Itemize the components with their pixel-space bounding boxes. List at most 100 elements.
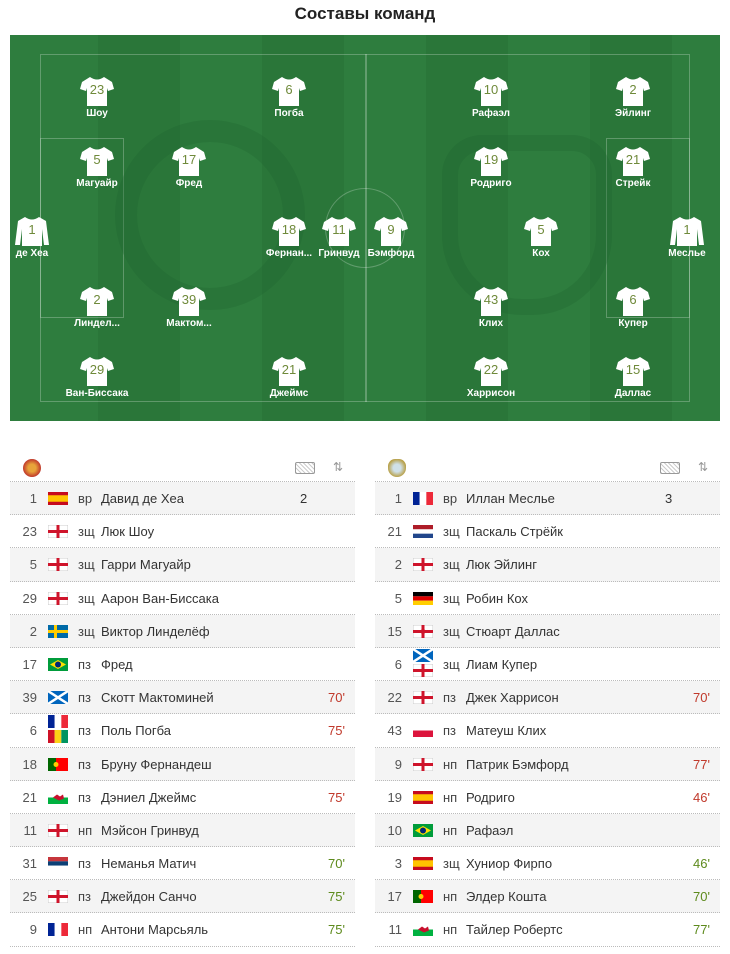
table-row[interactable]: 31 пз Неманья Матич 70' [10, 847, 355, 881]
table-row[interactable]: 2 зщ Виктор Линделёф [10, 614, 355, 648]
table-row[interactable]: 2 зщ Люк Эйлинг [375, 548, 720, 582]
player-name[interactable]: Хуниор Фирпо [466, 856, 553, 872]
table-row[interactable]: 21 зщ Паскаль Стрёйк [375, 515, 720, 549]
player-name[interactable]: Люк Шоу [101, 524, 155, 540]
pitch-player[interactable]: 5 Кох [506, 215, 576, 260]
table-row[interactable]: 3 зщ Хуниор Фирпо 46' [375, 847, 720, 881]
jersey-icon: 43 [473, 285, 509, 317]
player-name[interactable]: Мэйсон Гринвуд [101, 822, 199, 838]
sort-arrows-icon[interactable]: ⇅ [697, 460, 708, 474]
pitch-player[interactable]: 21 Стрейк [598, 145, 668, 190]
table-row[interactable]: 18 пз Бруну Фернандеш [10, 747, 355, 781]
jersey-icon: 9 [373, 215, 409, 247]
player-name[interactable]: Тайлер Робертс [466, 922, 563, 938]
table-row[interactable]: 11 нп Мэйсон Гринвуд [10, 813, 355, 848]
table-row[interactable]: 29 зщ Аарон Ван-Биссака [10, 582, 355, 615]
pitch-player[interactable]: 11 Гринвуд [304, 215, 374, 260]
pitch-player[interactable]: 22 Харрисон [456, 355, 526, 400]
country-flag-icon [413, 558, 433, 572]
pitch-player[interactable]: 23 Шоу [62, 75, 132, 120]
pitch-player[interactable]: 19 Родриго [456, 145, 526, 190]
pitch-player[interactable]: 9 Бэмфорд [356, 215, 426, 260]
player-name[interactable]: Неманья Матич [101, 856, 197, 872]
player-name[interactable]: Поль Погба [101, 723, 171, 739]
position: пз [443, 723, 456, 739]
table-row[interactable]: 5 зщ Гарри Магуайр [10, 548, 355, 582]
pitch-player[interactable]: 6 Купер [598, 285, 668, 330]
player-name[interactable]: Иллан Меслье [466, 491, 555, 506]
player-name: Клих [478, 318, 504, 329]
player-name[interactable]: Люк Эйлинг [466, 557, 537, 573]
pitch-player[interactable]: 39 Мактом... [154, 285, 224, 330]
table-row[interactable]: 15 зщ Стюарт Даллас [375, 614, 720, 648]
table-row[interactable]: 1 вр Давид де Хеа 2 [10, 482, 355, 516]
player-name[interactable]: Давид де Хеа [101, 491, 184, 506]
shirt-number: 9 [29, 922, 37, 938]
player-name[interactable]: Родриго [466, 789, 515, 805]
goal-net-icon[interactable] [295, 462, 315, 474]
shirt-number: 1 [29, 491, 37, 506]
pitch-player[interactable]: 10 Рафаэл [456, 75, 526, 120]
player-name[interactable]: Скотт Мактоминей [101, 690, 214, 706]
player-name[interactable]: Дэниел Джеймс [101, 789, 197, 805]
shirt-number: 5 [29, 557, 37, 573]
table-row[interactable]: 11 нп Тайлер Робертс 77' [375, 913, 720, 947]
player-name: Купер [618, 318, 648, 329]
goal-net-icon[interactable] [660, 462, 680, 474]
table-row[interactable]: 21 пз Дэниел Джеймс 75' [10, 781, 355, 814]
player-name[interactable]: Гарри Магуайр [101, 557, 191, 573]
shirt-number: 15 [387, 623, 402, 639]
player-name[interactable]: Антони Марсьяль [101, 922, 209, 938]
table-row[interactable]: 23 зщ Люк Шоу [10, 515, 355, 549]
player-name[interactable]: Виктор Линделёф [101, 623, 210, 639]
player-name[interactable]: Лиам Купер [466, 656, 538, 672]
pitch-player[interactable]: 6 Погба [254, 75, 324, 120]
player-name[interactable]: Аарон Ван-Биссака [101, 590, 219, 606]
pitch-player[interactable]: 5 Магуайр [62, 145, 132, 190]
player-name[interactable]: Джек Харрисон [466, 690, 559, 706]
pitch-player[interactable]: 1 Меслье [652, 215, 720, 260]
pitch-player[interactable]: 21 Джеймс [254, 355, 324, 400]
table-row[interactable]: 6 пз Поль Погба 75' [10, 714, 355, 748]
table-row[interactable]: 17 нп Элдер Кошта 70' [375, 880, 720, 914]
player-name: Стрейк [615, 178, 651, 189]
position: пз [78, 690, 91, 706]
player-name[interactable]: Бруну Фернандеш [101, 756, 212, 772]
pitch-player[interactable]: 18 Фернан... [254, 215, 324, 260]
player-name[interactable]: Патрик Бэмфорд [466, 756, 569, 772]
table-row[interactable]: 17 пз Фред [10, 648, 355, 682]
page-title: Составы команд [294, 4, 436, 23]
pitch-player[interactable]: 43 Клих [456, 285, 526, 330]
player-name[interactable]: Стюарт Даллас [466, 623, 560, 639]
pitch-player[interactable]: 2 Эйлинг [598, 75, 668, 120]
table-row[interactable]: 10 нп Рафаэл [375, 813, 720, 848]
table-row[interactable]: 19 нп Родриго 46' [375, 781, 720, 814]
pitch-player[interactable]: 1 де Хеа [10, 215, 67, 260]
table-row[interactable]: 5 зщ Робин Кох [375, 582, 720, 615]
player-name[interactable]: Фред [101, 656, 133, 672]
table-row[interactable]: 39 пз Скотт Мактоминей 70' [10, 681, 355, 715]
pitch-player[interactable]: 17 Фред [154, 145, 224, 190]
table-row[interactable]: 25 пз Джейдон Санчо 75' [10, 880, 355, 914]
player-name[interactable]: Матеуш Клих [466, 723, 547, 739]
player-name[interactable]: Джейдон Санчо [101, 889, 197, 905]
player-name[interactable]: Элдер Кошта [466, 889, 547, 905]
pitch-player[interactable]: 15 Даллас [598, 355, 668, 400]
table-row[interactable]: 22 пз Джек Харрисон 70' [375, 681, 720, 715]
table-row[interactable]: 9 нп Антони Марсьяль 75' [10, 913, 355, 947]
table-row[interactable]: 43 пз Матеуш Клих [375, 714, 720, 748]
player-name[interactable]: Робин Кох [466, 590, 528, 606]
pitch-player[interactable]: 2 Линдел... [62, 285, 132, 330]
table-row[interactable]: 1 вр Иллан Меслье 3 [375, 482, 720, 516]
country-flag-icon [48, 691, 68, 705]
shirt-number: 2 [629, 82, 637, 97]
table-row[interactable]: 6 зщ Лиам Купер [375, 648, 720, 682]
jersey-icon: 2 [615, 75, 651, 107]
player-name[interactable]: Паскаль Стрёйк [466, 524, 563, 540]
player-name: Эйлинг [615, 108, 651, 119]
player-name[interactable]: Рафаэл [466, 822, 514, 838]
sort-arrows-icon[interactable]: ⇅ [332, 460, 343, 474]
pitch-player[interactable]: 29 Ван-Биссака [62, 355, 132, 400]
country-flag-icon [48, 715, 68, 744]
table-row[interactable]: 9 нп Патрик Бэмфорд 77' [375, 747, 720, 781]
